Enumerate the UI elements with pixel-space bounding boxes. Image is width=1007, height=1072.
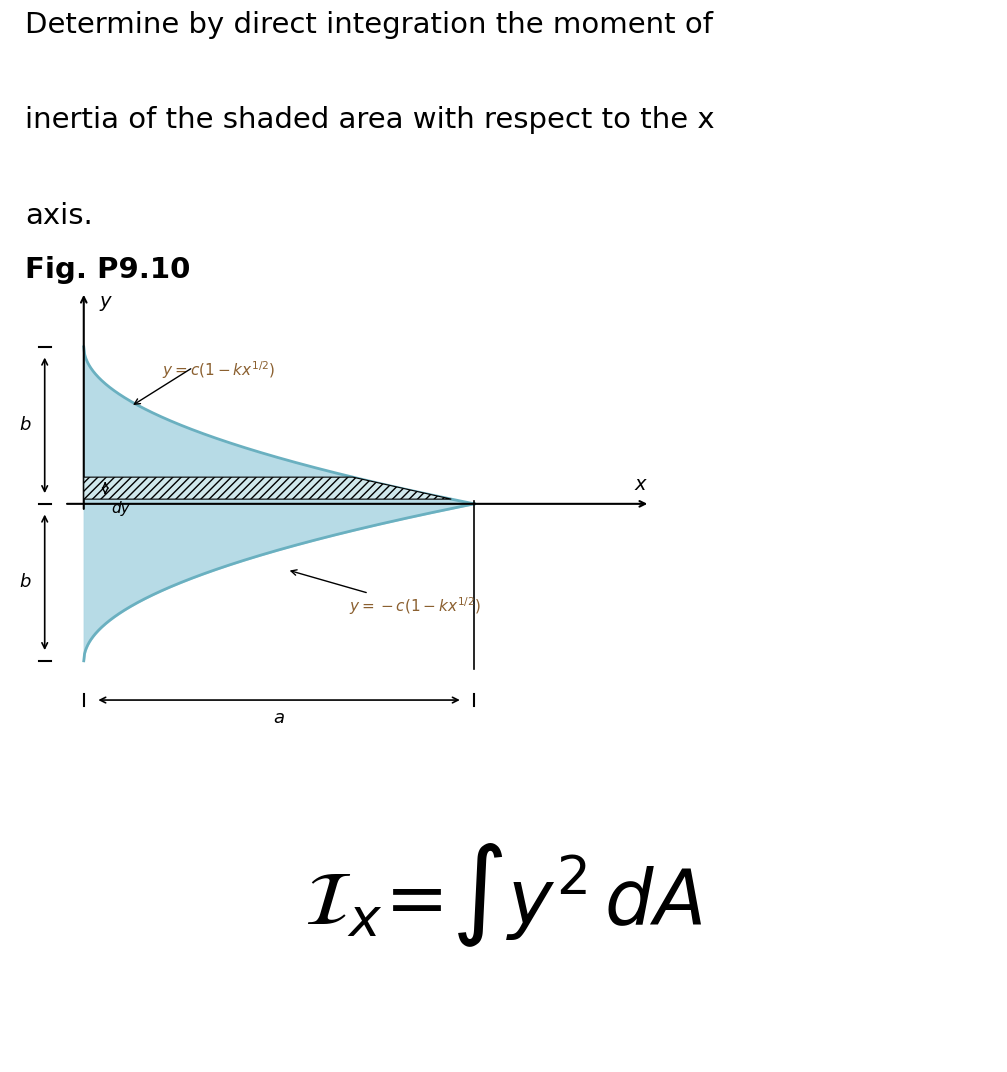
Text: a: a (274, 710, 285, 728)
Text: b: b (20, 574, 31, 592)
Text: Fig. P9.10: Fig. P9.10 (25, 256, 190, 284)
Text: axis.: axis. (25, 202, 93, 230)
Polygon shape (84, 477, 451, 500)
Text: y: y (100, 292, 111, 311)
Text: $\mathcal{I}_x\!=\!\int y^2\,dA$: $\mathcal{I}_x\!=\!\int y^2\,dA$ (304, 842, 703, 949)
Text: inertia of the shaded area with respect to the x: inertia of the shaded area with respect … (25, 106, 715, 134)
Text: $y = c(1 - kx^{1/2})$: $y = c(1 - kx^{1/2})$ (162, 359, 275, 382)
Text: $y = -c(1 - kx^{1/2})$: $y = -c(1 - kx^{1/2})$ (349, 595, 481, 616)
Text: Determine by direct integration the moment of: Determine by direct integration the mome… (25, 11, 713, 39)
Text: b: b (20, 416, 31, 434)
Text: dy: dy (111, 502, 130, 517)
Text: x: x (634, 475, 646, 494)
